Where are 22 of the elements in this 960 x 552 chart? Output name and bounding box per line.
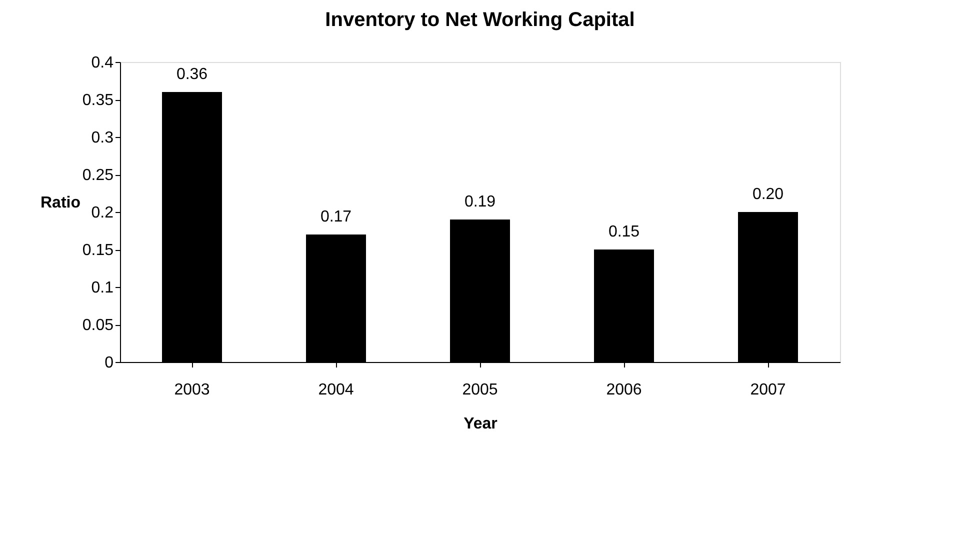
y-tick-label: 0.3 [91, 130, 114, 146]
y-tick-label: 0.05 [82, 317, 114, 334]
x-tick-label: 2003 [174, 382, 210, 398]
data-label: 0.36 [176, 66, 208, 83]
y-tick-label: 0.25 [82, 167, 114, 184]
y-tick-label: 0.4 [91, 54, 114, 72]
x-axis-title: Year [464, 416, 498, 432]
y-tick-label: 0.15 [82, 242, 114, 259]
data-label: 0.19 [464, 194, 496, 210]
chart-title: Inventory to Net Working Capital [325, 9, 635, 31]
x-tick-label: 2006 [606, 382, 642, 398]
y-tick-label: 0.1 [91, 280, 114, 296]
y-tick-label: 0 [104, 354, 114, 372]
x-tick-label: 2007 [750, 382, 786, 398]
data-label: 0.15 [608, 224, 640, 240]
y-tick-label: 0.2 [91, 204, 114, 222]
y-axis-title: Ratio [40, 194, 81, 212]
data-label: 0.17 [320, 208, 352, 226]
x-tick-label: 2005 [462, 382, 498, 398]
y-tick-label: 0.35 [82, 92, 114, 109]
x-tick-label: 2004 [318, 382, 354, 398]
data-label: 0.20 [752, 186, 784, 203]
